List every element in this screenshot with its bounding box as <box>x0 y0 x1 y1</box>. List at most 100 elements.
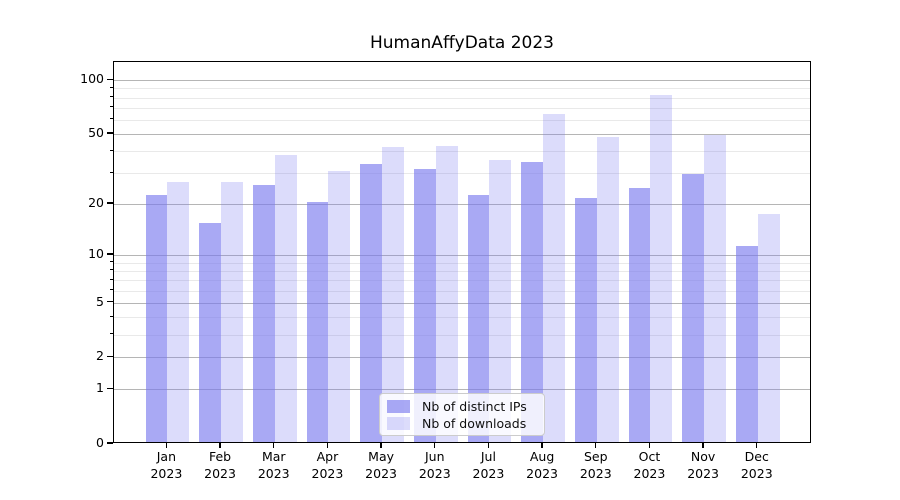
x-tick-label-year: 2023 <box>257 466 290 481</box>
y-tick-5 <box>107 301 113 303</box>
x-tick-jul <box>487 443 490 448</box>
chart-title: HumanAffyData 2023 <box>370 33 554 53</box>
x-tick-sep <box>595 443 597 448</box>
x-tick-jun <box>434 443 436 448</box>
bar-nb-of-distinct-ips-aug <box>521 161 544 442</box>
y-minor-tick-60 <box>109 118 113 120</box>
y-tick-label-5: 5 <box>96 293 104 309</box>
legend-label-downloads: Nb of downloads <box>422 415 527 431</box>
gridline-minor-7 <box>114 280 810 282</box>
gridline-major-2 <box>114 357 810 359</box>
bar-nb-of-distinct-ips-dec <box>735 246 758 442</box>
gridline-minor-30 <box>114 173 810 175</box>
legend-swatch-distinct-ips <box>387 399 410 413</box>
bar-nb-of-distinct-ips-jun <box>413 168 436 442</box>
bar-nb-of-distinct-ips-nov <box>682 173 705 442</box>
plot-area <box>113 61 811 443</box>
legend-entry-downloads: Nb of downloads <box>387 416 536 431</box>
x-tick-label-nov: Nov 2023 <box>671 448 735 482</box>
gridline-minor-80 <box>114 97 810 99</box>
y-tick-label-100: 100 <box>80 71 104 87</box>
bar-nb-of-downloads-may <box>382 147 404 442</box>
y-tick-label-1: 1 <box>96 380 104 396</box>
x-tick-label-oct: Oct 2023 <box>617 448 681 482</box>
x-tick-label-month: Jan <box>156 449 177 464</box>
y-tick-50 <box>107 132 113 134</box>
bar-nb-of-downloads-mar <box>274 155 297 442</box>
x-tick-label-year: 2023 <box>150 466 183 481</box>
legend-swatch-downloads <box>387 416 410 430</box>
x-tick-label-month: Mar <box>261 449 286 464</box>
x-tick-label-mar: Mar 2023 <box>242 448 306 482</box>
x-tick-label-month: Jun <box>424 449 445 464</box>
bar-nb-of-downloads-feb <box>221 182 243 442</box>
x-tick-label-month: May <box>368 449 394 464</box>
x-tick-mar <box>273 443 275 448</box>
bar-nb-of-downloads-jan <box>167 182 190 442</box>
bar-nb-of-distinct-ips-sep <box>574 198 597 442</box>
gridline-minor-6 <box>114 290 810 292</box>
x-tick-label-jan: Jan 2023 <box>134 448 198 482</box>
gridline-minor-40 <box>114 151 810 153</box>
gridline-minor-8 <box>114 270 810 272</box>
x-tick-label-year: 2023 <box>740 466 773 481</box>
y-minor-tick-6 <box>109 289 113 291</box>
x-tick-label-year: 2023 <box>311 466 344 481</box>
gridline-major-100 <box>114 80 810 82</box>
x-tick-jan <box>165 443 168 448</box>
legend: Nb of distinct IPs Nb of downloads <box>379 393 545 436</box>
x-tick-label-month: Apr <box>316 449 339 464</box>
x-tick-label-dec: Dec 2023 <box>725 448 789 482</box>
x-tick-label-year: 2023 <box>204 466 236 481</box>
x-tick-label-apr: Apr 2023 <box>295 448 359 482</box>
x-tick-label-feb: Feb 2023 <box>188 448 252 482</box>
gridline-minor-9 <box>114 262 810 264</box>
bar-nb-of-distinct-ips-may <box>360 164 383 442</box>
x-tick-label-month: Jul <box>480 449 496 464</box>
gridline-minor-3 <box>114 334 810 336</box>
y-minor-tick-8 <box>109 269 113 271</box>
gridline-major-20 <box>114 204 810 206</box>
bar-nb-of-distinct-ips-mar <box>252 185 275 442</box>
y-tick-0 <box>107 442 113 444</box>
x-tick-dec <box>756 443 758 448</box>
legend-label-distinct-ips: Nb of distinct IPs <box>422 398 527 414</box>
bar-nb-of-downloads-aug <box>543 114 565 442</box>
gridline-minor-60 <box>114 119 810 121</box>
y-minor-tick-70 <box>109 106 113 108</box>
y-tick-label-50: 50 <box>88 125 104 141</box>
x-tick-label-may: May 2023 <box>349 448 413 482</box>
bar-nb-of-downloads-jul <box>489 159 512 442</box>
y-minor-tick-30 <box>109 171 113 173</box>
x-tick-label-year: 2023 <box>526 466 558 481</box>
legend-entry-distinct-ips: Nb of distinct IPs <box>387 399 536 414</box>
x-tick-label-jun: Jun 2023 <box>403 448 467 482</box>
y-minor-tick-7 <box>109 278 113 280</box>
y-minor-tick-3 <box>109 333 113 335</box>
gridline-major-10 <box>114 254 810 256</box>
x-tick-apr <box>326 443 329 448</box>
y-minor-tick-80 <box>109 96 113 98</box>
x-tick-feb <box>219 443 221 448</box>
x-tick-label-jul: Jul 2023 <box>456 448 520 482</box>
bar-nb-of-downloads-sep <box>596 136 619 442</box>
x-tick-may <box>380 443 382 448</box>
x-tick-label-month: Feb <box>208 449 232 464</box>
bar-nb-of-distinct-ips-feb <box>199 223 222 442</box>
bar-nb-of-downloads-apr <box>328 171 351 442</box>
x-tick-label-year: 2023 <box>472 466 505 481</box>
x-tick-label-month: Nov <box>690 449 716 464</box>
y-tick-label-2: 2 <box>96 348 104 364</box>
bar-nb-of-downloads-nov <box>704 135 726 442</box>
x-tick-label-sep: Sep 2023 <box>564 448 628 482</box>
gridline-minor-90 <box>114 88 810 90</box>
y-tick-10 <box>107 253 113 255</box>
bar-nb-of-downloads-dec <box>757 214 780 442</box>
x-tick-label-year: 2023 <box>687 466 719 481</box>
y-tick-1 <box>107 387 113 390</box>
y-minor-tick-40 <box>109 149 113 151</box>
x-tick-nov <box>702 443 704 448</box>
y-tick-label-20: 20 <box>88 195 104 211</box>
y-tick-2 <box>107 355 113 358</box>
